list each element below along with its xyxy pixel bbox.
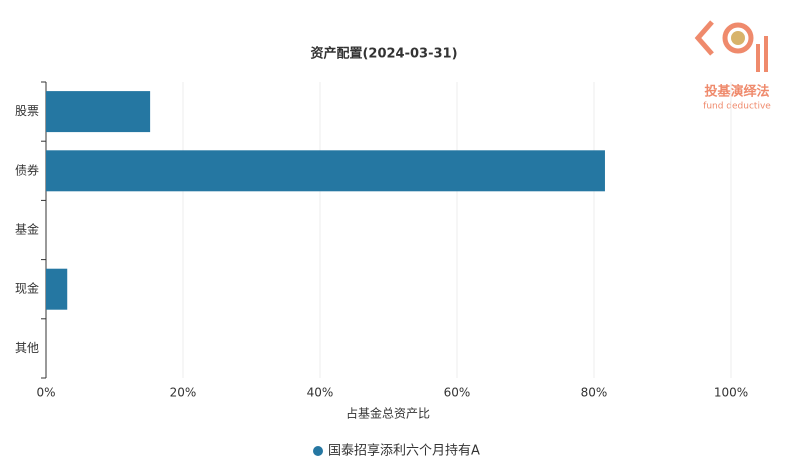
x-tick-label: 100%	[714, 386, 748, 400]
logo-shape	[722, 22, 754, 54]
bar	[46, 268, 68, 310]
x-tick-label: 40%	[307, 386, 334, 400]
y-tick-label: 股票	[15, 104, 39, 118]
y-tick-label: 现金	[15, 281, 39, 296]
x-axis-label: 占基金总资产比	[346, 406, 430, 421]
legend-marker	[313, 446, 323, 456]
x-tick-label: 80%	[581, 386, 608, 400]
legend-label: 国泰招享添利六个月持有A	[328, 443, 480, 459]
y-tick-label: 基金	[15, 222, 39, 237]
y-tick-label: 其他	[15, 341, 39, 355]
x-tick-label: 0%	[36, 386, 55, 400]
y-tick-label: 债券	[15, 162, 39, 177]
bar	[46, 150, 605, 192]
logo-subtitle: fund deductive	[703, 102, 771, 112]
x-tick-label: 20%	[170, 386, 197, 400]
logo-shape	[731, 31, 745, 45]
logo-title: 投基演绎法	[704, 84, 769, 100]
logo-shape	[694, 20, 714, 56]
x-tick-label: 60%	[444, 386, 471, 400]
logo-shape	[764, 36, 768, 72]
chart-title: 资产配置(2024-03-31)	[310, 46, 457, 62]
logo: 投基演绎法 fund deductive	[694, 20, 771, 112]
bar	[46, 91, 151, 133]
logo-shape	[756, 44, 760, 72]
